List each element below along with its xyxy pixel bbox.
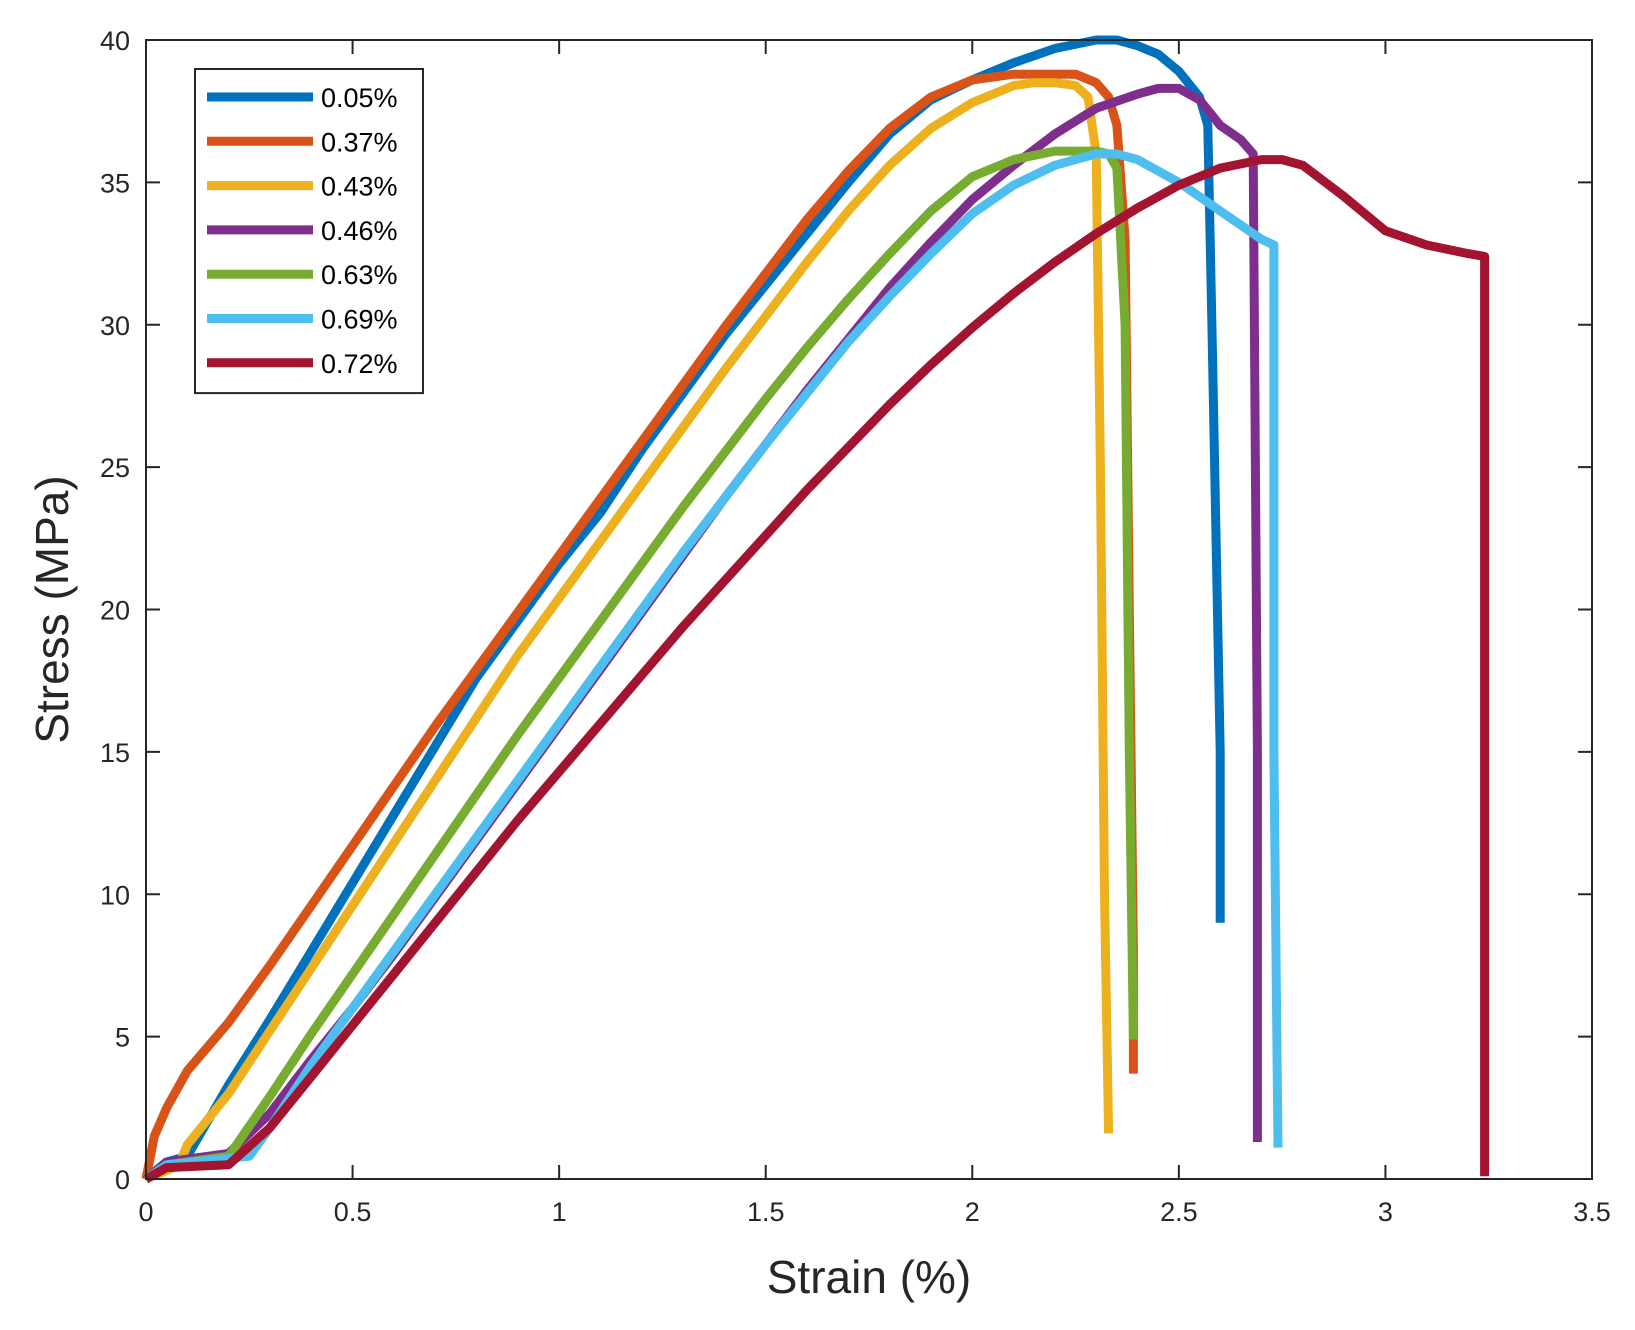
x-axis-title: Strain (%) (767, 1251, 971, 1303)
y-tick-label: 35 (100, 168, 130, 198)
series-line-5 (143, 149, 1283, 1183)
legend-label-0: 0.05% (321, 83, 398, 113)
y-tick-label: 40 (100, 26, 130, 56)
series-line-2 (144, 78, 1114, 1184)
legend: 0.05% 0.37% 0.43% 0.46% 0.63% 0.69% 0.72% (194, 68, 424, 395)
y-tick-label: 30 (100, 311, 130, 341)
ticks-layer: 0 0.5 1 1.5 2 2.5 3 3.5 0 5 10 15 20 25 30 35 40 (100, 26, 1611, 1227)
series-line-0 (143, 35, 1225, 1183)
legend-label-3: 0.46% (321, 216, 398, 246)
y-tick-label: 15 (100, 738, 130, 768)
x-tick-label: 1 (552, 1197, 567, 1227)
x-tick-label: 3.5 (1573, 1197, 1611, 1227)
x-tick-label: 2 (965, 1197, 980, 1227)
y-tick-label: 20 (100, 596, 130, 626)
x-tick-label: 0.5 (334, 1197, 372, 1227)
legend-label-6: 0.72% (321, 349, 398, 379)
x-tick-label: 0 (138, 1197, 153, 1227)
y-tick-label: 0 (115, 1165, 130, 1195)
series-layer (141, 35, 1490, 1184)
series-line-6 (143, 155, 1490, 1183)
y-tick-label: 10 (100, 880, 130, 910)
x-tick-label: 2.5 (1160, 1197, 1198, 1227)
legend-label-1: 0.37% (321, 127, 398, 157)
legend-label-2: 0.43% (321, 172, 398, 202)
y-axis-title: Stress (MPa) (26, 475, 78, 743)
y-tick-label: 25 (100, 453, 130, 483)
legend-label-4: 0.63% (321, 260, 398, 290)
x-tick-label: 3 (1378, 1197, 1393, 1227)
series-line-1 (141, 69, 1138, 1180)
x-tick-label: 1.5 (747, 1197, 785, 1227)
y-tick-label: 5 (115, 1023, 130, 1053)
legend-label-5: 0.69% (321, 305, 398, 335)
